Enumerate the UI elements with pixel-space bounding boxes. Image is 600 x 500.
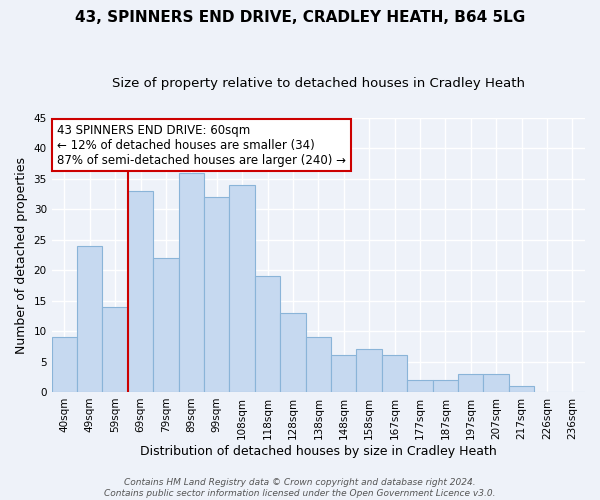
Title: Size of property relative to detached houses in Cradley Heath: Size of property relative to detached ho… [112,78,525,90]
Bar [204,197,229,392]
Bar [179,173,204,392]
Text: Contains HM Land Registry data © Crown copyright and database right 2024.
Contai: Contains HM Land Registry data © Crown c… [104,478,496,498]
Bar [407,380,433,392]
Bar [458,374,484,392]
Bar [128,191,153,392]
Text: 43 SPINNERS END DRIVE: 60sqm
← 12% of detached houses are smaller (34)
87% of se: 43 SPINNERS END DRIVE: 60sqm ← 12% of de… [57,124,346,166]
Bar [382,356,407,392]
Bar [433,380,458,392]
Bar [484,374,509,392]
Bar [305,337,331,392]
Bar [509,386,534,392]
Bar [103,306,128,392]
Bar [229,185,255,392]
Text: 43, SPINNERS END DRIVE, CRADLEY HEATH, B64 5LG: 43, SPINNERS END DRIVE, CRADLEY HEATH, B… [75,10,525,25]
X-axis label: Distribution of detached houses by size in Cradley Heath: Distribution of detached houses by size … [140,444,497,458]
Bar [331,356,356,392]
Bar [52,337,77,392]
Bar [280,313,305,392]
Bar [153,258,179,392]
Bar [77,246,103,392]
Y-axis label: Number of detached properties: Number of detached properties [15,156,28,354]
Bar [255,276,280,392]
Bar [356,350,382,392]
